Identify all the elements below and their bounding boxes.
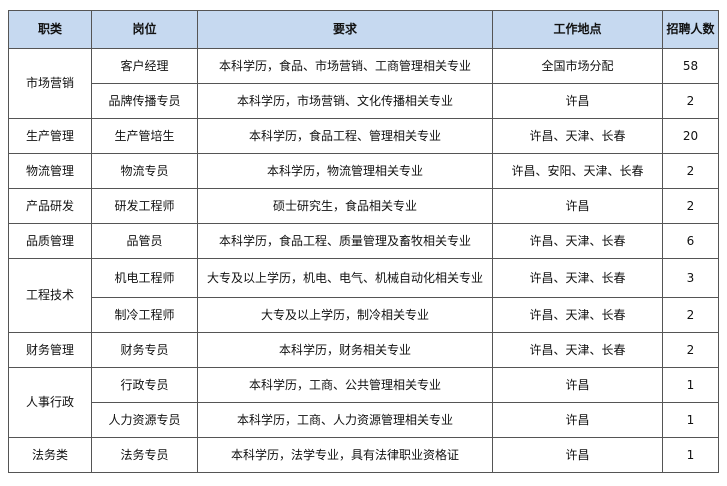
location-cell: 许昌、天津、长春 — [492, 332, 663, 368]
category-cell: 产品研发 — [8, 188, 92, 224]
requirement-cell: 本科学历，法学专业，具有法律职业资格证 — [197, 437, 493, 473]
table-row: 工程技术 机电工程师 大专及以上学历，机电、电气、机械自动化相关专业 许昌、天津、长春… — [8, 258, 719, 333]
count-cell: 1 — [662, 402, 719, 438]
position-cell: 制冷工程师 — [91, 297, 198, 333]
location-cell: 许昌 — [492, 402, 663, 438]
table-row: 财务管理 财务专员 本科学历，财务相关专业 许昌、天津、长春 2 — [8, 332, 719, 368]
count-cell: 58 — [662, 48, 719, 84]
position-cell: 财务专员 — [91, 332, 198, 368]
location-cell: 许昌 — [492, 367, 663, 403]
count-cell: 3 — [662, 258, 719, 298]
recruitment-table: 职类 岗位 要求 工作地点 招聘人数 市场营销 客户经理 本科学历，食品、市场营销、… — [8, 10, 719, 473]
category-cell: 市场营销 — [8, 48, 92, 119]
table-row: 品牌传播专员 本科学历，市场营销、文化传播相关专业 许昌 2 — [9, 83, 719, 119]
position-cell: 法务专员 — [91, 437, 198, 473]
requirement-cell: 大专及以上学历，制冷相关专业 — [197, 297, 493, 333]
count-cell: 20 — [662, 118, 719, 154]
category-cell: 财务管理 — [8, 332, 92, 368]
table-row: 制冷工程师 大专及以上学历，制冷相关专业 许昌、天津、长春 2 — [9, 297, 719, 333]
table-row: 生产管理 生产管培生 本科学历，食品工程、管理相关专业 许昌、天津、长春 20 — [8, 118, 719, 154]
position-cell: 行政专员 — [91, 367, 198, 403]
table-row: 法务类 法务专员 本科学历，法学专业，具有法律职业资格证 许昌 1 — [8, 437, 719, 473]
count-cell: 2 — [662, 153, 719, 189]
location-cell: 许昌、天津、长春 — [492, 297, 663, 333]
requirement-cell: 本科学历，市场营销、文化传播相关专业 — [197, 83, 493, 119]
requirement-cell: 本科学历，食品、市场营销、工商管理相关专业 — [197, 48, 493, 84]
table-row: 人力资源专员 本科学历，工商、人力资源管理相关专业 许昌 1 — [9, 402, 719, 438]
requirement-cell: 本科学历，工商、人力资源管理相关专业 — [197, 402, 493, 438]
count-cell: 2 — [662, 83, 719, 119]
category-cell: 人事行政 — [8, 367, 92, 438]
location-cell: 许昌、天津、长春 — [492, 223, 663, 259]
requirement-cell: 本科学历，工商、公共管理相关专业 — [197, 367, 493, 403]
category-cell: 工程技术 — [8, 258, 92, 333]
location-cell: 许昌、天津、长春 — [492, 258, 663, 298]
requirement-cell: 本科学历，物流管理相关专业 — [197, 153, 493, 189]
category-cell: 物流管理 — [8, 153, 92, 189]
table-body: 市场营销 客户经理 本科学历，食品、市场营销、工商管理相关专业 全国市场分配 58 品牌传… — [8, 48, 719, 473]
position-cell: 人力资源专员 — [91, 402, 198, 438]
table-row: 品质管理 品管员 本科学历，食品工程、质量管理及畜牧相关专业 许昌、天津、长春 6 — [8, 223, 719, 259]
table-row: 市场营销 客户经理 本科学历，食品、市场营销、工商管理相关专业 全国市场分配 58 — [8, 48, 719, 119]
position-cell: 生产管培生 — [91, 118, 198, 154]
count-cell: 2 — [662, 332, 719, 368]
position-cell: 机电工程师 — [91, 258, 198, 298]
table-row: 物流管理 物流专员 本科学历，物流管理相关专业 许昌、安阳、天津、长春 2 — [8, 153, 719, 189]
requirement-cell: 本科学历，食品工程、质量管理及畜牧相关专业 — [197, 223, 493, 259]
header-requirement: 要求 — [197, 10, 493, 49]
header-category: 职类 — [8, 10, 92, 49]
header-row: 职类 岗位 要求 工作地点 招聘人数 — [8, 10, 719, 49]
requirement-cell: 大专及以上学历，机电、电气、机械自动化相关专业 — [197, 258, 493, 298]
position-cell: 品管员 — [91, 223, 198, 259]
location-cell: 许昌、安阳、天津、长春 — [492, 153, 663, 189]
location-cell: 许昌 — [492, 188, 663, 224]
category-cell: 品质管理 — [8, 223, 92, 259]
requirement-cell: 本科学历，食品工程、管理相关专业 — [197, 118, 493, 154]
position-cell: 研发工程师 — [91, 188, 198, 224]
header-location: 工作地点 — [492, 10, 663, 49]
count-cell: 2 — [662, 188, 719, 224]
requirement-cell: 本科学历，财务相关专业 — [197, 332, 493, 368]
count-cell: 1 — [662, 367, 719, 403]
count-cell: 6 — [662, 223, 719, 259]
location-cell: 全国市场分配 — [492, 48, 663, 84]
count-cell: 2 — [662, 297, 719, 333]
table-row: 产品研发 研发工程师 硕士研究生，食品相关专业 许昌 2 — [8, 188, 719, 224]
category-cell: 法务类 — [8, 437, 92, 473]
header-count: 招聘人数 — [662, 10, 719, 49]
category-cell: 生产管理 — [8, 118, 92, 154]
location-cell: 许昌、天津、长春 — [492, 118, 663, 154]
header-position: 岗位 — [91, 10, 198, 49]
position-cell: 客户经理 — [91, 48, 198, 84]
count-cell: 1 — [662, 437, 719, 473]
table-row: 人事行政 行政专员 本科学历，工商、公共管理相关专业 许昌 1 — [8, 367, 719, 438]
location-cell: 许昌 — [492, 437, 663, 473]
location-cell: 许昌 — [492, 83, 663, 119]
position-cell: 物流专员 — [91, 153, 198, 189]
requirement-cell: 硕士研究生，食品相关专业 — [197, 188, 493, 224]
position-cell: 品牌传播专员 — [91, 83, 198, 119]
